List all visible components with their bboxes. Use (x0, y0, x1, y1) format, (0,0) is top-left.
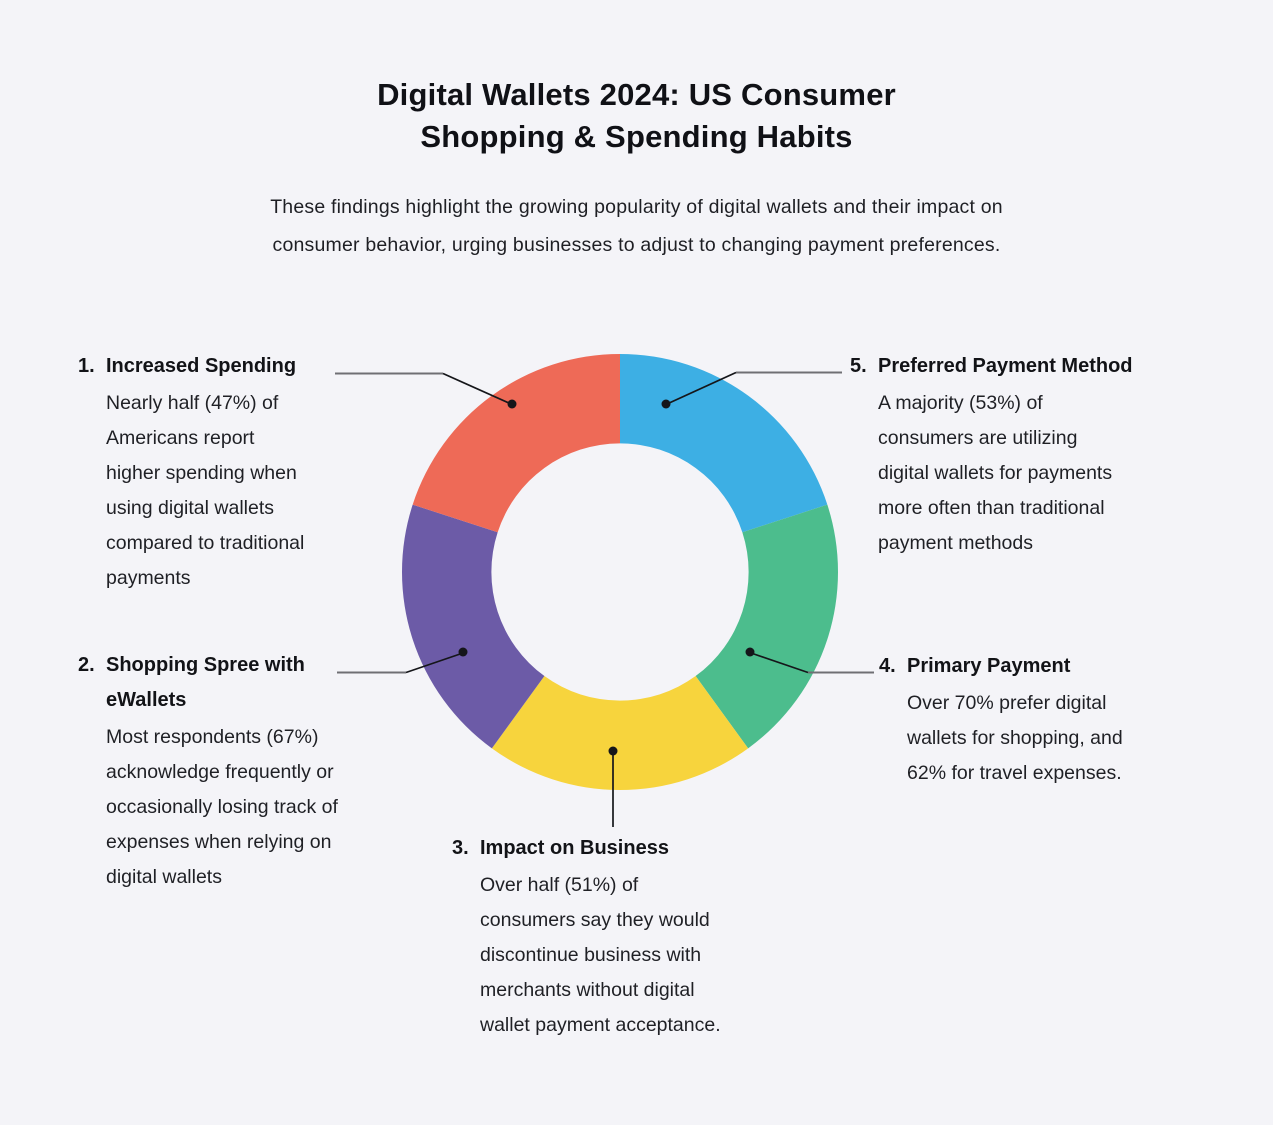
stat-body: Nearly half (47%) of Americans report high… (106, 392, 305, 589)
stat-body: Over 70% prefer digital wallets for shopp… (907, 692, 1123, 784)
stat-block-shopping-spree-with-ewallets: 2. Shopping Spree with eWallets Most resp… (78, 648, 398, 895)
page-subtitle: These findings highlight the growing pop… (270, 196, 1003, 256)
stat-heading: Shopping Spree with eWallets (106, 654, 305, 711)
callout-line-4-diagonal (750, 652, 809, 674)
stat-number: 1. (78, 355, 95, 377)
callout-line-1-diagonal (442, 372, 512, 405)
stat-body: Over half (51%) of consumers say they wou… (480, 874, 721, 1036)
callout-dot-1 (507, 399, 517, 409)
stat-body: Most respondents (67%) acknowledge freque… (106, 726, 338, 888)
callout-line-2-diagonal (405, 652, 464, 674)
stat-heading: Primary Payment (907, 655, 1071, 677)
stat-block-preferred-payment-method: 5. Preferred Payment Method A majority (… (850, 349, 1200, 561)
donut-segment-primary-payment (695, 504, 838, 749)
stat-block-primary-payment: 4. Primary Payment Over 70% prefer digit… (879, 649, 1189, 791)
callout-dot-3 (608, 746, 618, 756)
stat-number: 5. (850, 355, 867, 377)
stat-body: A majority (53%) of consumers are utilizi… (878, 392, 1113, 554)
stat-number: 3. (452, 837, 469, 859)
stat-heading: Preferred Payment Method (878, 355, 1133, 377)
callout-lines (335, 371, 874, 827)
donut-segment-preferred-payment-method (620, 354, 828, 533)
donut-segment-shopping-spree-with-ewallets (402, 504, 545, 749)
stat-heading: Increased Spending (106, 355, 297, 377)
donut-segment-increased-spending (412, 354, 620, 533)
stat-block-increased-spending: 1. Increased Spending Nearly half (47%) … (78, 349, 378, 596)
callout-dot-2 (458, 647, 468, 657)
stat-heading: Impact on Business (480, 837, 669, 859)
page-title: Digital Wallets 2024: US Consumer Shoppin… (377, 77, 896, 154)
donut-chart (402, 354, 838, 791)
donut-segment-impact-on-business (491, 676, 749, 791)
callout-dot-5 (661, 399, 671, 409)
callout-line-5-diagonal (666, 371, 737, 405)
stat-block-impact-on-business: 3. Impact on Business Over half (51%) of… (452, 831, 797, 1043)
stat-number: 2. (78, 654, 95, 676)
stat-number: 4. (879, 655, 896, 677)
callout-dot-4 (745, 647, 755, 657)
